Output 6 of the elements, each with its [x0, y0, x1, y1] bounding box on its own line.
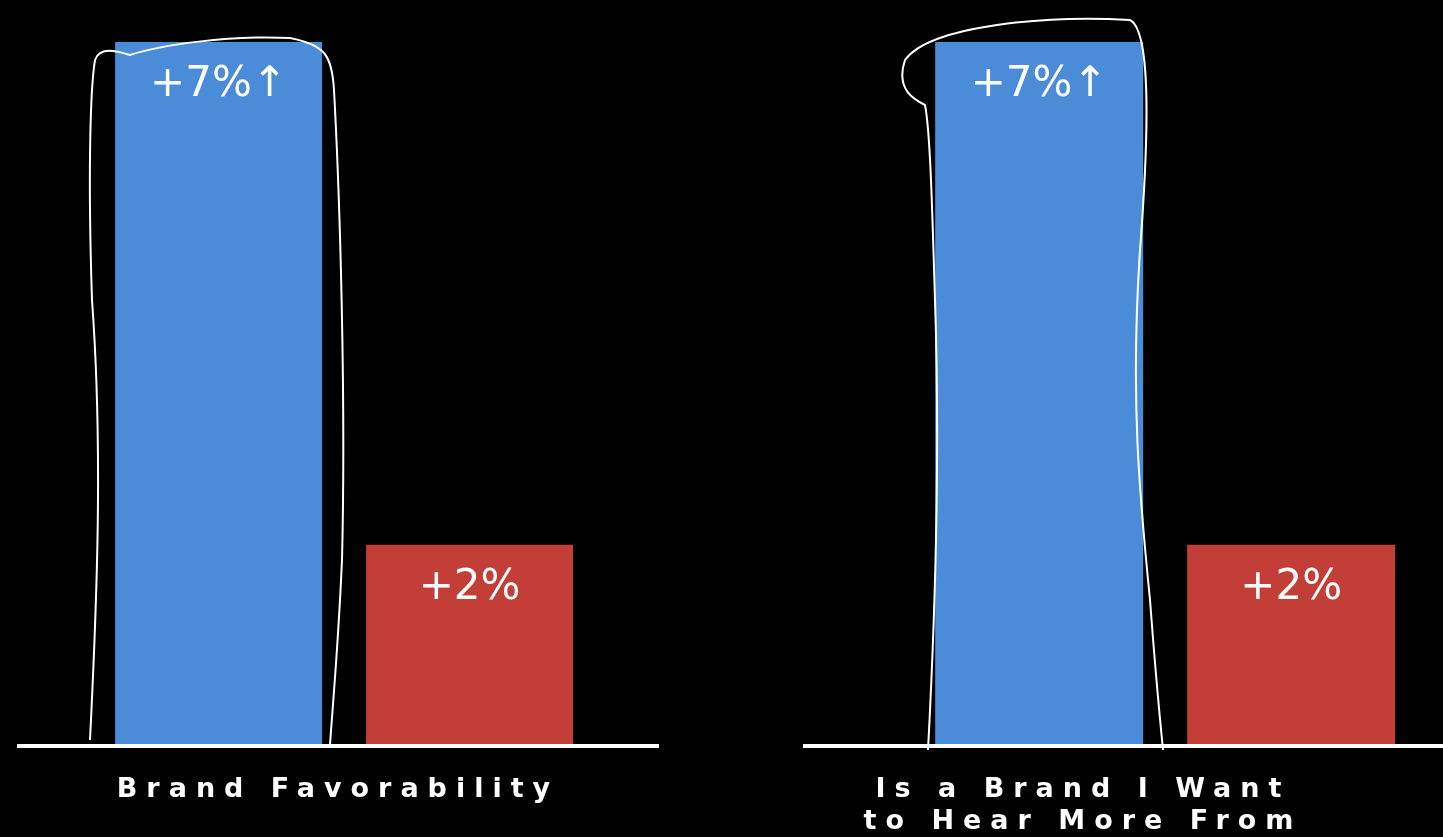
- x-axis-title: Brand Favorability: [115, 772, 561, 804]
- x-axis-title: Is a Brand I Want to Hear More From: [862, 772, 1304, 836]
- data-label: +7%↑: [970, 56, 1108, 106]
- data-label: +2%: [418, 559, 521, 609]
- data-label: +2%: [1240, 559, 1343, 609]
- data-label: +7%↑: [150, 56, 288, 106]
